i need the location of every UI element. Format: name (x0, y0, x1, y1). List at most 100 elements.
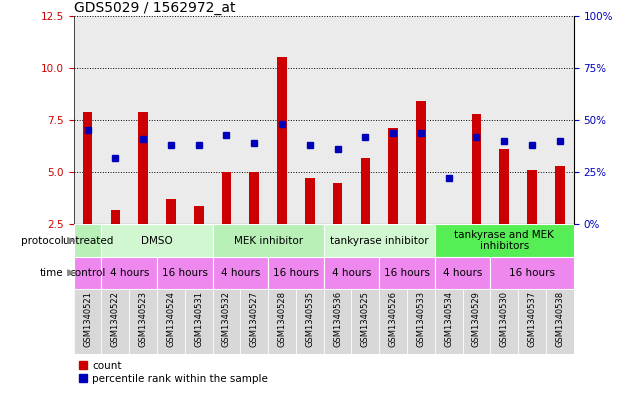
Bar (463, 16, 490, 224)
Bar (518, 16, 546, 224)
Text: GSM1340531: GSM1340531 (194, 291, 203, 347)
Bar (213, 289, 240, 354)
Bar (157, 257, 213, 289)
Text: untreated: untreated (62, 235, 113, 246)
Bar (74, 224, 101, 257)
Bar (435, 257, 490, 289)
Bar (379, 257, 435, 289)
Legend: count, percentile rank within the sample: count, percentile rank within the sample (79, 361, 269, 384)
Bar (490, 289, 518, 354)
Bar (555, 166, 565, 224)
Text: GSM1340526: GSM1340526 (388, 291, 397, 347)
Bar (499, 149, 509, 224)
Text: tankyrase inhibitor: tankyrase inhibitor (330, 235, 429, 246)
Bar (213, 16, 240, 224)
Text: GSM1340532: GSM1340532 (222, 291, 231, 347)
Bar (416, 101, 426, 224)
Bar (213, 257, 268, 289)
Text: tankyrase and MEK
inhibitors: tankyrase and MEK inhibitors (454, 230, 554, 251)
Bar (490, 16, 518, 224)
Text: GSM1340527: GSM1340527 (250, 291, 259, 347)
Bar (527, 170, 537, 224)
Bar (185, 289, 213, 354)
Text: 16 hours: 16 hours (384, 268, 430, 278)
Text: GSM1340534: GSM1340534 (444, 291, 453, 347)
Bar (324, 289, 351, 354)
Text: GSM1340535: GSM1340535 (305, 291, 314, 347)
Text: MEK inhibitor: MEK inhibitor (233, 235, 303, 246)
Text: GSM1340528: GSM1340528 (278, 291, 287, 347)
Text: GSM1340533: GSM1340533 (417, 291, 426, 347)
Bar (157, 289, 185, 354)
Text: GSM1340525: GSM1340525 (361, 291, 370, 347)
Text: GSM1340523: GSM1340523 (138, 291, 147, 347)
Bar (101, 257, 157, 289)
Bar (194, 206, 204, 224)
Text: time: time (40, 268, 63, 278)
Bar (463, 289, 490, 354)
Bar (435, 16, 463, 224)
Text: GSM1340524: GSM1340524 (167, 291, 176, 347)
Bar (101, 16, 129, 224)
Bar (407, 16, 435, 224)
Text: protocol: protocol (21, 235, 63, 246)
Bar (546, 16, 574, 224)
Text: 4 hours: 4 hours (110, 268, 149, 278)
Bar (240, 16, 268, 224)
Text: control: control (69, 268, 106, 278)
Text: 4 hours: 4 hours (443, 268, 482, 278)
Bar (166, 199, 176, 224)
Bar (110, 210, 121, 224)
Bar (324, 16, 351, 224)
Bar (129, 16, 157, 224)
Bar (379, 16, 407, 224)
Bar (435, 224, 574, 257)
Bar (185, 16, 213, 224)
Bar (222, 172, 231, 224)
Bar (407, 289, 435, 354)
Bar (351, 16, 379, 224)
Bar (324, 224, 435, 257)
Text: 4 hours: 4 hours (221, 268, 260, 278)
Bar (388, 129, 398, 224)
Text: 16 hours: 16 hours (273, 268, 319, 278)
Text: 16 hours: 16 hours (162, 268, 208, 278)
Bar (74, 16, 101, 224)
Bar (351, 289, 379, 354)
Text: GSM1340538: GSM1340538 (555, 291, 564, 347)
Text: 16 hours: 16 hours (509, 268, 555, 278)
Bar (101, 289, 129, 354)
Text: GSM1340536: GSM1340536 (333, 291, 342, 347)
Text: GSM1340522: GSM1340522 (111, 291, 120, 347)
Bar (268, 289, 296, 354)
Bar (101, 224, 213, 257)
Bar (213, 224, 324, 257)
Bar (296, 16, 324, 224)
Bar (360, 158, 370, 224)
Bar (74, 257, 101, 289)
Text: 4 hours: 4 hours (332, 268, 371, 278)
Bar (157, 16, 185, 224)
Bar (379, 289, 407, 354)
Bar (268, 257, 324, 289)
Bar (324, 257, 379, 289)
Bar (305, 178, 315, 224)
Text: GSM1340521: GSM1340521 (83, 291, 92, 347)
Bar (83, 112, 92, 224)
Text: GSM1340537: GSM1340537 (528, 291, 537, 347)
Bar (518, 289, 546, 354)
Bar (296, 289, 324, 354)
Bar (277, 57, 287, 224)
Bar (435, 289, 463, 354)
Text: GSM1340529: GSM1340529 (472, 291, 481, 347)
Bar (138, 112, 148, 224)
Bar (546, 289, 574, 354)
Bar (268, 16, 296, 224)
Bar (490, 257, 574, 289)
Bar (129, 289, 157, 354)
Text: GDS5029 / 1562972_at: GDS5029 / 1562972_at (74, 1, 235, 15)
Bar (74, 289, 101, 354)
Bar (249, 172, 259, 224)
Bar (240, 289, 268, 354)
Text: DMSO: DMSO (141, 235, 173, 246)
